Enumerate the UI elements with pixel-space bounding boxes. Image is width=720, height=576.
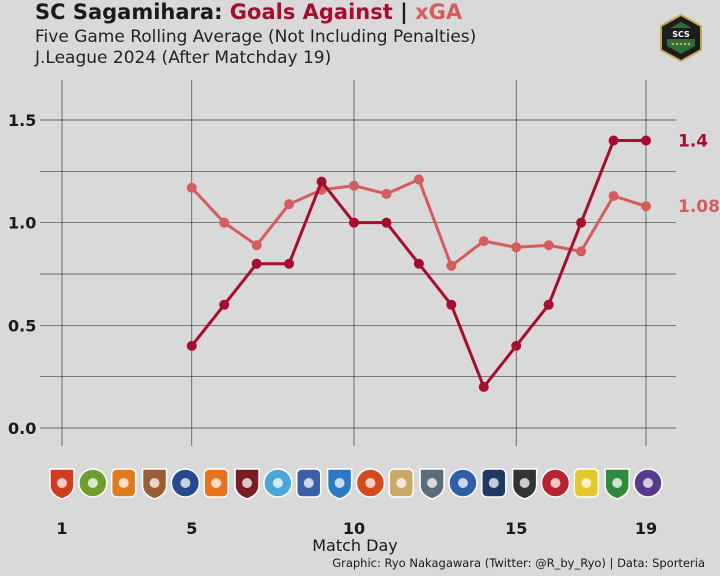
y-tick-label: 1.5 [8, 111, 36, 130]
data-point [316, 176, 327, 187]
opponent-crest-green-icon [78, 468, 108, 498]
y-tick-label: 0.5 [8, 316, 36, 335]
opponent-crest-orange-icon [203, 468, 229, 498]
data-point [349, 180, 359, 191]
y-axis-ticks: 0.0 0.5 1.0 1.5 [8, 111, 36, 438]
data-point [381, 217, 392, 228]
title-separator: | [400, 0, 408, 24]
y-tick-label: 0.0 [8, 419, 36, 438]
data-point [576, 246, 587, 257]
opponent-crest-beige-icon [388, 468, 415, 498]
data-point [641, 201, 651, 212]
data-point [511, 340, 522, 351]
data-point [413, 258, 424, 269]
y-tick-label: 1.0 [8, 214, 36, 233]
x-tick-label: 19 [635, 519, 657, 538]
data-point [186, 182, 197, 193]
data-point [446, 260, 457, 271]
opponent-crest-black-white-icon [511, 468, 538, 500]
data-point [608, 190, 619, 201]
data-point [186, 340, 197, 351]
badge-text: SCS [672, 30, 690, 39]
title-xga: xGA [415, 0, 463, 24]
data-point [381, 188, 392, 199]
data-point [446, 299, 457, 310]
opponent-crest-brown-icon [141, 468, 168, 500]
opponent-crest-grey-round-icon [419, 468, 445, 500]
data-point [478, 381, 489, 392]
subtitle-rolling-average: Five Game Rolling Average (Not Including… [35, 27, 477, 47]
opponent-crest-red-orange-icon [355, 468, 386, 498]
opponent-logos-row [49, 468, 663, 500]
opponent-crest-navy-orange-icon [170, 468, 201, 498]
opponent-crest-green-white-icon [604, 468, 630, 500]
opponent-crest-skyblue-icon [263, 468, 293, 498]
title-team: SC Sagamihara: [35, 0, 223, 24]
data-point [349, 217, 359, 228]
chart-title: SC Sagamihara: Goals Against | xGA [35, 0, 462, 24]
opponent-crest-red-gold-icon [49, 468, 75, 500]
data-point [219, 299, 230, 310]
data-point [251, 258, 262, 269]
opponent-crest-red-blue-icon [540, 468, 571, 498]
opponent-crest-yellow-blue-icon [573, 468, 600, 498]
title-goals-against: Goals Against [229, 0, 393, 24]
data-point [608, 135, 619, 146]
credit-text: Graphic: Ryo Nakagawara (Twitter: @R_by_… [332, 556, 705, 570]
data-point [219, 217, 230, 228]
end-value-label: 1.08 [678, 197, 720, 217]
data-point [284, 258, 295, 269]
opponent-crest-nagano-parceiro-icon [110, 468, 137, 498]
opponent-crest-white-blue-icon [295, 468, 322, 498]
sc-sagamihara-crest-icon: SCS [657, 13, 705, 63]
end-value-label: 1.4 [678, 132, 708, 152]
data-point [413, 174, 424, 185]
x-tick-label: 10 [343, 519, 365, 538]
chart-grid [40, 80, 676, 446]
data-point [251, 240, 262, 251]
x-tick-label: 1 [56, 519, 67, 538]
x-tick-label: 15 [505, 519, 527, 538]
data-point [641, 135, 651, 146]
opponent-crest-blue-round-icon [448, 468, 478, 498]
subtitle-season: J.League 2024 (After Matchday 19) [35, 48, 332, 68]
data-point [543, 299, 554, 310]
data-point [478, 236, 489, 247]
opponent-crest-fleur-icon [234, 468, 260, 500]
opponent-crest-purple-red-icon [633, 468, 663, 498]
opponent-crest-blue-icon [326, 468, 353, 500]
data-point [576, 217, 587, 228]
data-point [543, 240, 554, 251]
x-axis-label: Match Day [312, 536, 398, 555]
data-point [284, 199, 295, 210]
data-point [511, 242, 522, 253]
x-tick-label: 5 [186, 519, 197, 538]
x-axis-ticks: 1 5 10 15 19 [56, 519, 657, 538]
opponent-crest-navy-bird-icon [481, 468, 507, 498]
chart-series: 1.08 1.4 [186, 132, 720, 392]
